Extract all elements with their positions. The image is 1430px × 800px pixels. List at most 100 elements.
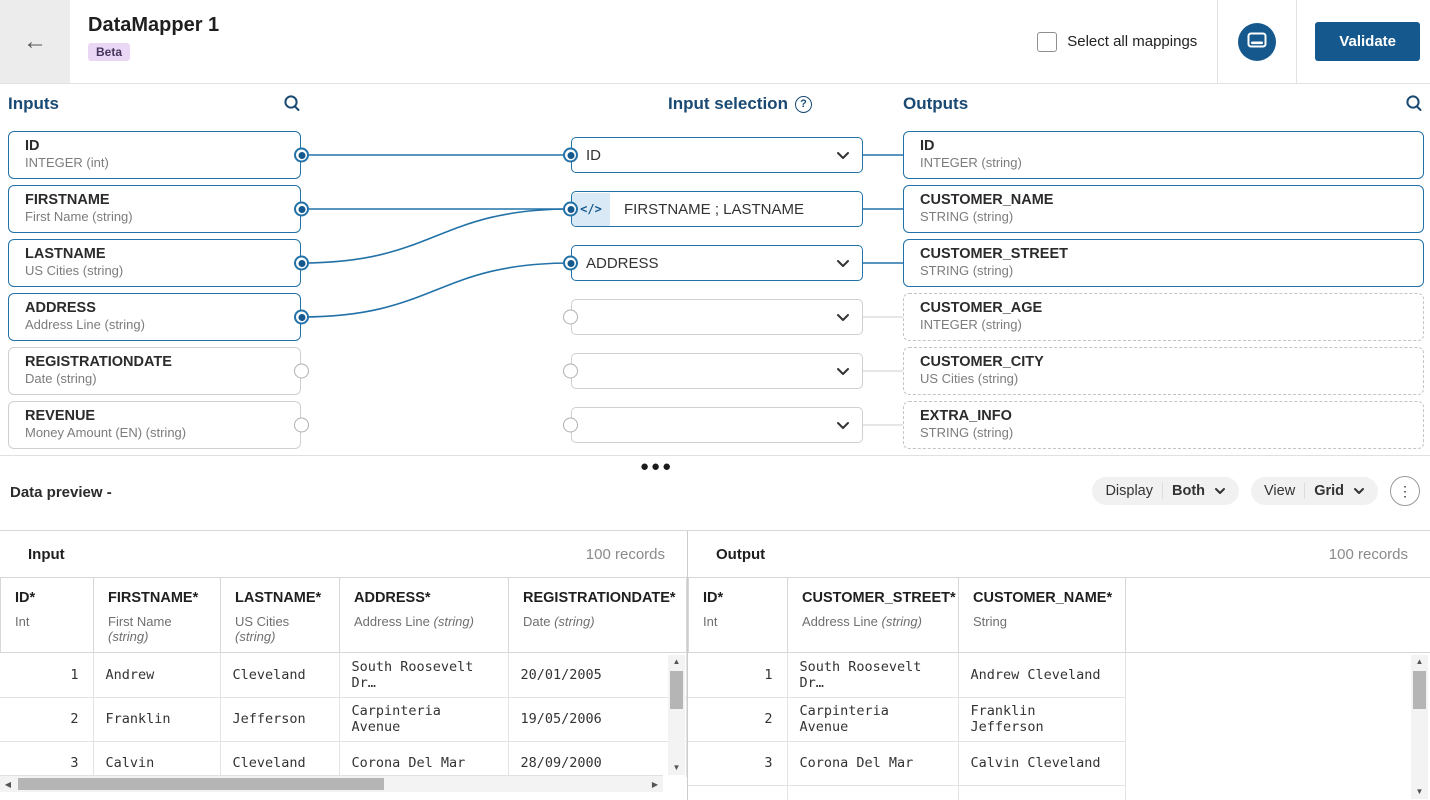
connector-dot[interactable] [563, 363, 578, 379]
output-name: CUSTOMER_STREET [920, 246, 1068, 262]
cell: Carpinteria Avenue [787, 697, 959, 742]
cell [787, 785, 959, 800]
display-dropdown[interactable]: Display Both [1092, 477, 1240, 505]
chevron-down-icon [1214, 487, 1226, 495]
input-card-revenue[interactable]: REVENUE Money Amount (EN) (string) [8, 401, 309, 449]
cell: 2 [0, 697, 94, 742]
input-name: FIRSTNAME [25, 192, 110, 208]
scroll-down-icon[interactable]: ▼ [1415, 787, 1424, 796]
cell: Jefferson [220, 697, 340, 742]
cell-empty [1125, 653, 1430, 697]
scroll-thumb[interactable] [18, 778, 384, 790]
column-header-empty [1125, 577, 1430, 653]
view-dropdown[interactable]: View Grid [1251, 477, 1378, 505]
mapping-view-button[interactable] [1238, 22, 1277, 61]
search-inputs-icon[interactable] [282, 94, 302, 114]
output-name: CUSTOMER_CITY [920, 354, 1044, 370]
output-card-customer-street[interactable]: CUSTOMER_STREET STRING (string) [903, 239, 1424, 287]
cell [688, 785, 788, 800]
view-label: View [1264, 483, 1296, 499]
scroll-up-icon[interactable]: ▲ [1415, 657, 1424, 666]
output-card-customer-age[interactable]: CUSTOMER_AGE INTEGER (string) [903, 293, 1424, 341]
connector-dot[interactable] [563, 255, 578, 271]
back-arrow-icon: ← [23, 27, 47, 55]
input-vertical-scrollbar[interactable]: ▲ ▼ [668, 655, 685, 775]
back-button[interactable]: ← [0, 0, 70, 83]
select-all-checkbox[interactable] [1037, 31, 1058, 52]
input-name: LASTNAME [25, 246, 106, 262]
output-preview-table: ID* Int CUSTOMER_STREET* Address Line (str… [688, 577, 1430, 653]
divider [1162, 483, 1163, 499]
connector-dot[interactable] [294, 201, 309, 217]
page-title: DataMapper 1 [88, 14, 220, 36]
output-card-customer-city[interactable]: CUSTOMER_CITY US Cities (string) [903, 347, 1424, 395]
chevron-down-icon [1353, 487, 1365, 495]
output-vertical-scrollbar[interactable]: ▲ ▼ [1411, 655, 1428, 799]
validate-button[interactable]: Validate [1315, 22, 1420, 61]
data-preview-panels: Input 100 records ID* Int FIRSTNAME* First… [0, 530, 1430, 800]
header-actions: Select all mappings Validate [1017, 0, 1430, 83]
scroll-up-icon[interactable]: ▲ [672, 657, 681, 666]
divider [1304, 483, 1306, 499]
cell: Corona Del Mar [787, 741, 959, 786]
more-options-button[interactable]: ⋮ [1390, 476, 1420, 506]
output-card-extra-info[interactable]: EXTRA_INFO STRING (string) [903, 401, 1424, 449]
cell: Calvin [93, 741, 221, 777]
connector-dot[interactable] [563, 147, 578, 163]
selection-formula-fullname[interactable]: </> FIRSTNAME ; LASTNAME [563, 191, 863, 227]
output-card-customer-name[interactable]: CUSTOMER_NAME STRING (string) [903, 185, 1424, 233]
selection-dropdown-address[interactable]: ADDRESS [563, 245, 863, 281]
outputs-column-title: Outputs [903, 94, 969, 113]
cell: Cleveland [220, 653, 340, 698]
connector-dot[interactable] [294, 255, 309, 271]
table-row: 2 Carpinteria Avenue Franklin Jefferson [688, 697, 1430, 742]
input-card-address[interactable]: ADDRESS Address Line (string) [8, 293, 309, 341]
help-icon[interactable]: ? [794, 95, 812, 113]
selection-dropdown-id[interactable]: ID [563, 137, 863, 173]
resize-handle[interactable]: ●●● [640, 458, 674, 475]
scroll-thumb[interactable] [1413, 671, 1426, 709]
select-all-mappings[interactable]: Select all mappings [1017, 0, 1217, 83]
scroll-down-icon[interactable]: ▼ [672, 763, 681, 772]
input-card-registrationdate[interactable]: REGISTRATIONDATE Date (string) [8, 347, 309, 395]
connector-dot[interactable] [294, 309, 309, 325]
input-card-id[interactable]: ID INTEGER (int) [8, 131, 309, 179]
input-card-lastname[interactable]: LASTNAME US Cities (string) [8, 239, 309, 287]
code-icon: </> [572, 192, 610, 226]
input-record-count: 100 records [585, 545, 665, 563]
connector-dot[interactable] [563, 309, 578, 325]
scroll-left-icon[interactable]: ◀ [4, 779, 12, 789]
scroll-thumb[interactable] [670, 671, 683, 709]
cell: 3 [0, 741, 94, 777]
output-card-id[interactable]: ID INTEGER (string) [903, 131, 1424, 179]
input-card-firstname[interactable]: FIRSTNAME First Name (string) [8, 185, 309, 233]
input-horizontal-scrollbar[interactable]: ◀ ▶ [0, 775, 663, 792]
input-type: INTEGER (int) [25, 155, 109, 170]
output-type: INTEGER (string) [920, 317, 1022, 332]
connector-dot[interactable] [294, 417, 309, 433]
table-row: 3 Calvin Cleveland Corona Del Mar 28/09/… [0, 741, 687, 777]
output-name: ID [920, 138, 935, 154]
selection-value: FIRSTNAME ; LASTNAME [624, 200, 805, 218]
output-panel-title: Output [716, 545, 766, 563]
cell: 28/09/2000 [508, 741, 687, 777]
output-type: STRING (string) [920, 425, 1014, 440]
divider [1296, 0, 1298, 83]
table-row [688, 785, 1430, 800]
chevron-down-icon [836, 259, 850, 268]
cell: Andrew Cleveland [958, 653, 1126, 698]
selection-dropdown-empty-2[interactable] [563, 353, 863, 389]
connector-dot[interactable] [563, 201, 578, 217]
search-outputs-icon[interactable] [1404, 94, 1424, 114]
selection-dropdown-empty-1[interactable] [563, 299, 863, 335]
column-header: ID* Int [0, 577, 94, 653]
connector-dot[interactable] [563, 417, 578, 433]
cell: Calvin Cleveland [958, 741, 1126, 786]
selection-dropdown-empty-3[interactable] [563, 407, 863, 443]
mapping-canvas: Inputs Input selection ? Outputs ID INTE… [0, 84, 1430, 456]
connector-dot[interactable] [294, 363, 309, 379]
input-name: ID [25, 138, 40, 154]
scroll-right-icon[interactable]: ▶ [651, 779, 659, 789]
cell: Corona Del Mar [339, 741, 509, 777]
connector-dot[interactable] [294, 147, 309, 163]
